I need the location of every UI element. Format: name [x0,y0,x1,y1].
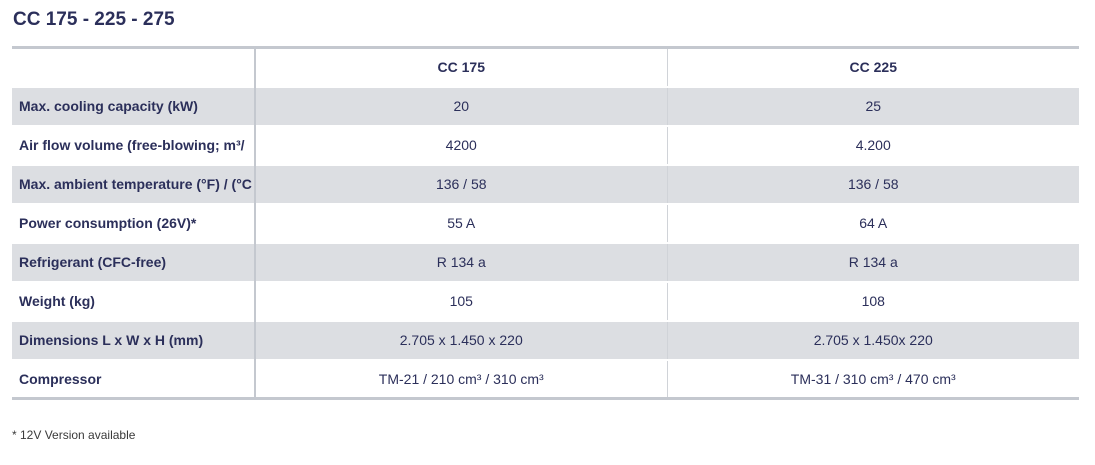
table-row: Max. ambient temperature (°F) / (°C 136 … [12,163,1079,204]
cell-value: TM-21 / 210 cm³ / 310 cm³ [254,358,667,400]
cell-value: 4.200 [666,124,1079,165]
cell-value: TM-31 / 310 cm³ / 470 cm³ [666,358,1079,400]
table-row: Compressor TM-21 / 210 cm³ / 310 cm³ TM-… [12,358,1079,400]
table-row: Air flow volume (free-blowing; m³/ 4200 … [12,124,1079,165]
table-header-row: CC 175 CC 225 [12,46,1079,87]
cell-value: 55 A [254,202,667,243]
row-label: Refrigerant (CFC-free) [12,241,255,282]
cell-value: 108 [666,280,1079,321]
cell-value: 4200 [254,124,667,165]
column-header-cc175: CC 175 [254,46,667,87]
row-label: Max. ambient temperature (°F) / (°C [12,163,255,204]
table-row: Power consumption (26V)* 55 A 64 A [12,202,1079,243]
table-row: Max. cooling capacity (kW) 20 25 [12,85,1079,126]
cell-value: 136 / 58 [254,163,667,204]
table-row: Refrigerant (CFC-free) R 134 a R 134 a [12,241,1079,282]
row-label: Weight (kg) [12,280,255,321]
row-label: Power consumption (26V)* [12,202,255,243]
cell-value: 105 [254,280,667,321]
cell-value: R 134 a [666,241,1079,282]
row-label: Compressor [12,358,255,400]
cell-value: 64 A [666,202,1079,243]
table-row: Weight (kg) 105 108 [12,280,1079,321]
cell-value: 20 [254,85,667,126]
column-header-blank [12,46,255,87]
table-row: Dimensions L x W x H (mm) 2.705 x 1.450 … [12,319,1079,360]
row-label: Max. cooling capacity (kW) [12,85,255,126]
page-title: CC 175 - 225 - 275 [13,9,175,30]
cell-value: 2.705 x 1.450x 220 [666,319,1079,360]
cell-value: 136 / 58 [666,163,1079,204]
row-label: Dimensions L x W x H (mm) [12,319,255,360]
cell-value: R 134 a [254,241,667,282]
specifications-table: CC 175 CC 225 Max. cooling capacity (kW)… [12,46,1079,400]
footnote: * 12V Version available [12,428,136,442]
cell-value: 2.705 x 1.450 x 220 [254,319,667,360]
row-label: Air flow volume (free-blowing; m³/ [12,124,255,165]
column-header-cc225: CC 225 [666,46,1079,87]
cell-value: 25 [666,85,1079,126]
